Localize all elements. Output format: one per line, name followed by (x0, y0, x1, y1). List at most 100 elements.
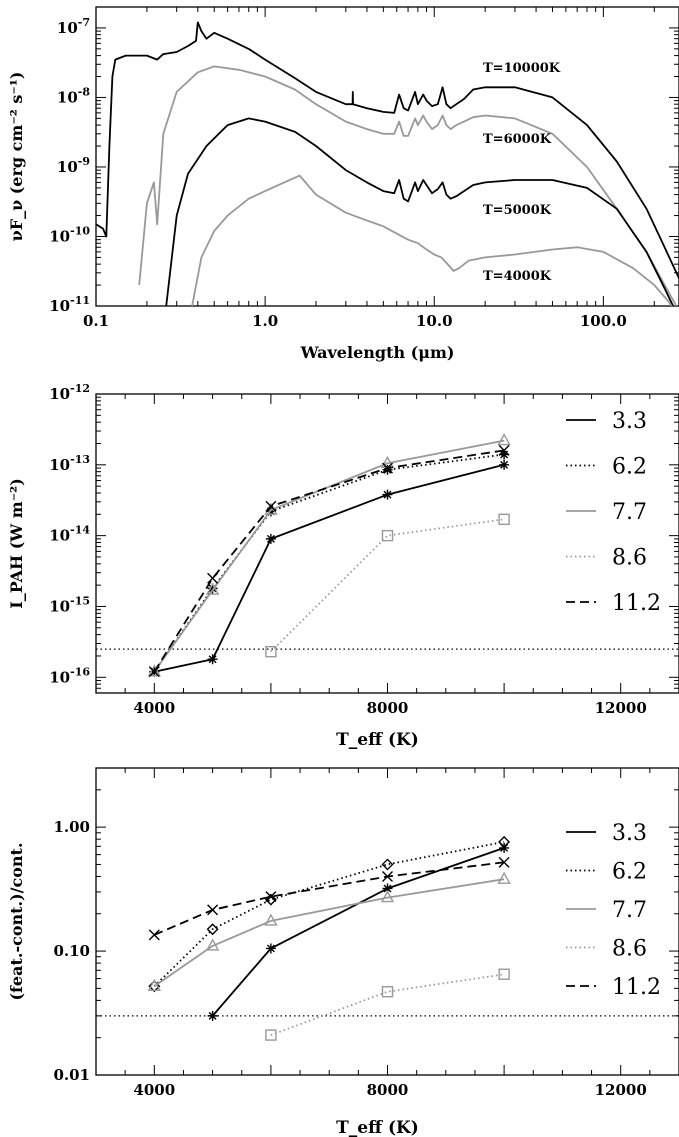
y-tick-label: 10-8 (57, 85, 90, 106)
chart-3: 4000 8000 12000 0.01 0.10 1.00 3.3 6.2 7.7 8.6 11.… (7, 767, 679, 1137)
chart-1: 0.1 1.0 10.0 100.010-710-810-910-1010-11T=1… (7, 6, 679, 362)
series-line (96, 21, 679, 279)
data-point-marker (382, 464, 393, 475)
x-tick-label: 0.1 (83, 312, 109, 330)
x-axis-label-text: T_eff (K) (336, 730, 419, 750)
x-axis-label: T_eff (K) (336, 730, 419, 750)
data-point-marker (207, 572, 219, 584)
data-point-marker (498, 513, 510, 526)
x-tick-label: 10.0 (416, 312, 453, 330)
data-point-marker (207, 583, 218, 594)
y-tick-label-exp: -14 (70, 524, 90, 537)
data-point-marker (265, 533, 276, 544)
y-tick-label-exp: -7 (78, 16, 90, 29)
data-point-marker (382, 883, 393, 894)
data-point-marker (497, 871, 511, 884)
series-7-7 (147, 871, 511, 991)
data-point-marker (499, 459, 510, 470)
y-tick-label: 1.00 (53, 818, 90, 836)
data-point-marker (497, 433, 511, 446)
series-7-7 (147, 433, 511, 677)
x-tick-label: 12000 (595, 1081, 647, 1099)
data-point-marker (207, 1010, 218, 1021)
series-T-4000K (191, 174, 673, 306)
y-tick-label-base: 10 (57, 158, 78, 176)
x-tick-label: 12000 (595, 699, 647, 717)
x-tick-label: 8000 (367, 699, 409, 717)
x-tick-label: 8000 (367, 1081, 409, 1099)
series-line (270, 973, 505, 1036)
y-tick-label-base: 10 (49, 385, 70, 403)
legend-label: 8.6 (612, 546, 647, 571)
legend-label: 6.2 (612, 860, 647, 885)
y-tick-label-exp: -8 (78, 85, 91, 98)
data-point-marker (380, 890, 395, 903)
y-tick-label-exp: -15 (70, 594, 90, 607)
series-11-2 (148, 444, 510, 678)
legend-label: 3.3 (612, 409, 647, 434)
y-tick-label-base: 10 (49, 227, 70, 245)
x-tick-label: 100.0 (580, 312, 627, 330)
data-point-marker (381, 858, 394, 871)
x-axis-label-text: Wavelength (μm) (300, 343, 455, 362)
data-point-marker (148, 666, 160, 678)
series-line (270, 518, 505, 653)
legend-label: 6.2 (612, 455, 647, 480)
series-8-6 (265, 968, 510, 1041)
plot-frame (95, 6, 679, 307)
data-point-marker (205, 582, 220, 595)
y-tick-label-exp: -16 (70, 665, 90, 678)
data-point-marker (381, 529, 394, 542)
data-point-marker (382, 489, 393, 500)
series-line (153, 878, 505, 988)
y-tick-label: 10-11 (49, 294, 90, 315)
data-point-marker (499, 449, 510, 460)
series-11-2 (148, 856, 510, 941)
data-point-marker (265, 645, 277, 658)
series-line (153, 841, 505, 987)
x-tick-label: 1.0 (252, 312, 278, 330)
series-line (153, 861, 505, 936)
y-tick-label: 10-16 (49, 665, 90, 686)
data-point-marker (498, 968, 510, 980)
y-tick-label-exp: -11 (70, 294, 90, 307)
x-axis-label: T_eff (K) (336, 1118, 419, 1137)
series-6-2 (149, 449, 510, 677)
data-point-marker (265, 1029, 277, 1041)
data-point-marker (206, 923, 219, 936)
series-line (153, 439, 505, 673)
y-tick-label: 10-10 (49, 224, 90, 245)
y-tick-label-exp: -9 (78, 155, 90, 168)
series-line (153, 449, 505, 673)
legend-label: 3.3 (612, 821, 647, 846)
y-tick-label-base: 10 (49, 456, 70, 474)
series-line (191, 174, 673, 306)
y-tick-label-base: 10 (49, 297, 70, 315)
data-point-marker (265, 891, 277, 903)
data-point-marker (207, 904, 219, 916)
data-point-marker (498, 444, 510, 456)
y-axis-label: I_PAH (W m⁻²) (7, 478, 26, 609)
data-point-marker (264, 913, 278, 926)
y-tick-label: 0.10 (53, 942, 90, 960)
plot-frame (95, 393, 679, 694)
data-point-marker (205, 938, 220, 951)
series-3-3 (207, 842, 510, 1021)
data-point-marker (498, 856, 510, 868)
curve-label: T=6000K (483, 132, 552, 147)
y-tick-label: 10-14 (49, 524, 90, 545)
chart-2: 4000 8000 1200010-1610-1510-1410-1310-123.… (7, 382, 679, 750)
y-tick-label-base: 10 (49, 527, 70, 545)
series-T-5000K (165, 117, 675, 306)
y-tick-label: 10-7 (57, 16, 90, 37)
series-T-10000K (96, 21, 679, 279)
data-point-marker (147, 978, 161, 991)
y-tick-label-base: 10 (57, 19, 78, 37)
y-tick-label-exp: -10 (70, 224, 90, 237)
y-axis-label: (feat.-cont.)/cont. (7, 842, 26, 1000)
y-tick-label: 0.01 (53, 1066, 90, 1084)
data-point-marker (148, 929, 160, 941)
legend-label: 7.7 (612, 898, 647, 923)
y-tick-label: 10-9 (57, 155, 90, 176)
